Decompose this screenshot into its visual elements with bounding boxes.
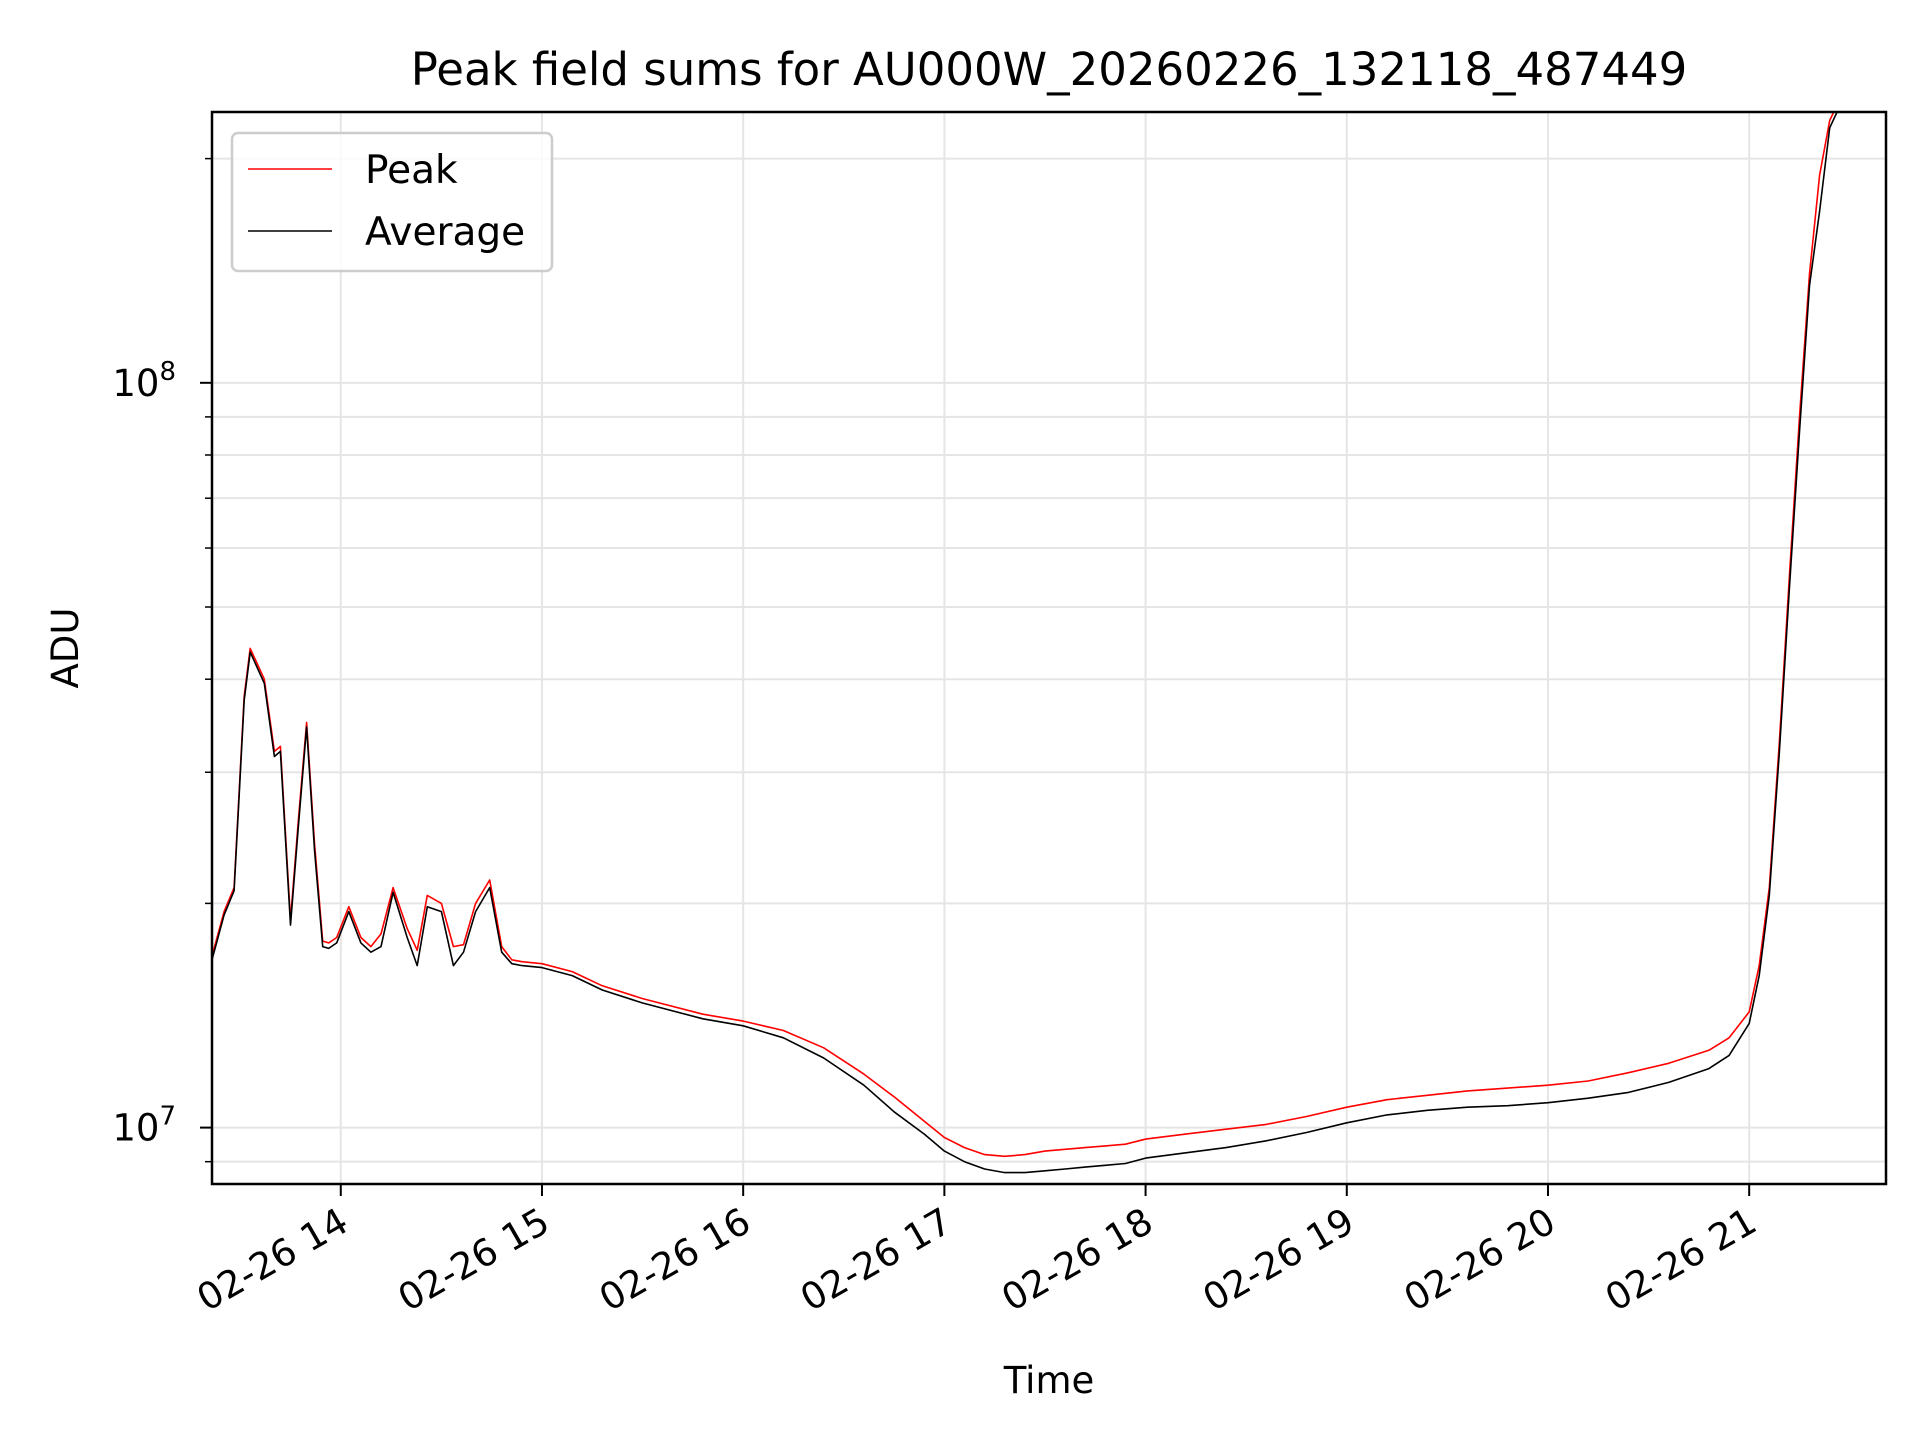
x-axis-label: Time: [1003, 1359, 1095, 1402]
legend-box: [230, 131, 554, 273]
plot-frame: [210, 110, 1888, 1186]
series-line-peak: [212, 112, 1835, 1158]
legend-label-peak: Peak: [365, 148, 458, 193]
series-layer: [212, 112, 1838, 1174]
chart-title: Peak field sums for AU000W_20260226_1321…: [411, 43, 1688, 96]
y-axis-label: ADU: [44, 608, 87, 689]
y-tick-label: 107: [112, 1102, 176, 1150]
grid-layer: [212, 112, 1886, 1184]
legend-label-average: Average: [365, 210, 525, 255]
legend: Peak Average: [230, 131, 554, 273]
y-tick-label: 108: [112, 357, 176, 405]
series-line-average: [212, 112, 1838, 1174]
